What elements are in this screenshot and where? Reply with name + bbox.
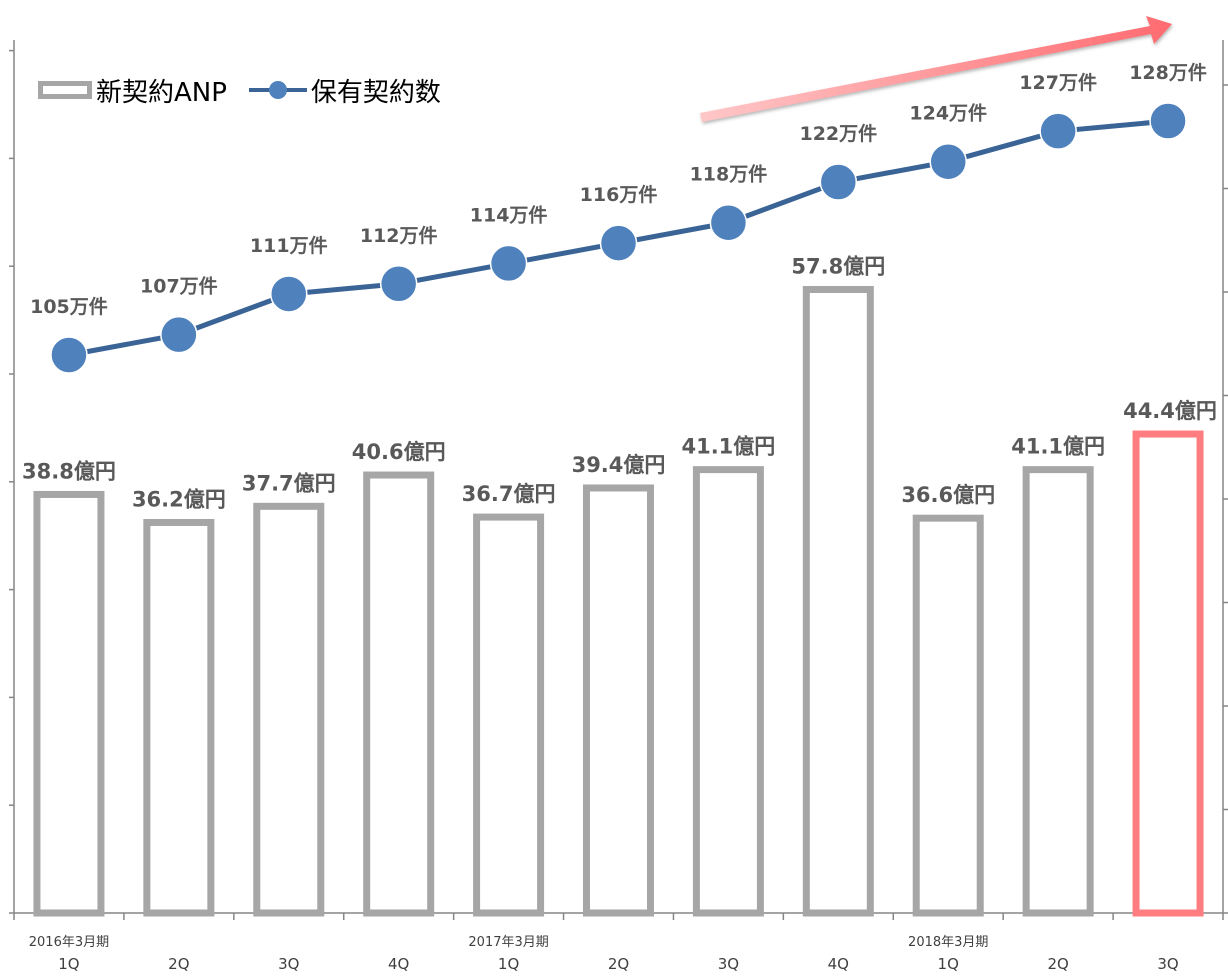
bar [583, 484, 654, 917]
bar-data-label: 44.4億円 [1123, 399, 1217, 423]
legend-line-swatch [248, 80, 307, 100]
bar-data-label: 36.6億円 [901, 483, 995, 507]
category-tick-label: 4Q [388, 955, 409, 973]
policies-point [1149, 102, 1187, 140]
bar-data-label: 40.6億円 [352, 440, 446, 464]
line-data-label: 118万件 [690, 163, 768, 186]
line-data-label: 112万件 [360, 224, 438, 247]
category-tick-label: 3Q [278, 955, 299, 973]
trend-arrow-shape [700, 16, 1172, 122]
bar [253, 502, 325, 917]
policies-point [929, 142, 967, 181]
line-data-label: 105万件 [30, 295, 108, 318]
policies-point [709, 203, 748, 242]
bar [912, 514, 984, 917]
bar-data-label: 36.7億円 [462, 482, 556, 506]
category-tick-label: 1Q [58, 955, 79, 973]
line-data-label: 116万件 [580, 183, 658, 206]
bar-data-label: 38.8億円 [22, 459, 116, 483]
legend-item-new-anp: 新契約ANP [38, 72, 227, 109]
legend-item-policies: 保有契約数 [248, 72, 441, 109]
bar-data-label: 36.2億円 [132, 487, 226, 511]
legend-label-policies: 保有契約数 [310, 77, 441, 108]
category-tick-label: 1Q [498, 955, 519, 973]
bar-data-label: 57.8億円 [791, 254, 885, 278]
category-tick-label: 4Q [828, 955, 849, 973]
policies-point [160, 315, 198, 354]
policies-point [819, 163, 858, 201]
bar [143, 518, 215, 917]
policies-point [489, 244, 528, 283]
line-data-label: 111万件 [250, 234, 328, 257]
bar [363, 471, 435, 917]
legend: 新契約ANP 保有契約数 [38, 70, 463, 110]
bar-data-label: 37.7億円 [242, 471, 336, 495]
category-tick-label: 3Q [1157, 955, 1178, 973]
policies-point [1039, 112, 1077, 150]
line-data-label: 124万件 [909, 102, 987, 125]
legend-bar-swatch [38, 81, 92, 99]
policies-point [270, 275, 308, 313]
category-tick-label: 2Q [1047, 955, 1068, 973]
line-data-label: 127万件 [1019, 71, 1097, 94]
bar [1132, 430, 1204, 917]
period-label: 2017年3月期 [468, 935, 548, 950]
category-tick-label: 2Q [608, 955, 629, 973]
bar-data-label: 39.4億円 [572, 453, 666, 477]
category-tick-label: 3Q [718, 955, 739, 973]
category-tick-label: 2Q [168, 955, 189, 973]
policies-point [379, 265, 418, 303]
line-data-label: 128万件 [1129, 61, 1207, 84]
period-label: 2016年3月期 [29, 935, 109, 950]
bar [692, 466, 764, 917]
policies-point [599, 224, 638, 262]
bar-data-label: 41.1億円 [1011, 435, 1105, 459]
bar [33, 490, 105, 917]
line-data-label: 107万件 [140, 275, 218, 298]
bar-data-label: 41.1億円 [681, 435, 775, 459]
trend-arrow [700, 16, 1172, 122]
legend-label-new-anp: 新契約ANP [96, 77, 227, 108]
line-data-label: 114万件 [470, 203, 548, 226]
bar [802, 285, 874, 917]
bar [473, 513, 545, 917]
category-tick-label: 1Q [938, 955, 959, 973]
bar [1022, 466, 1094, 917]
policies-point [50, 336, 88, 374]
period-label: 2018年3月期 [908, 935, 988, 950]
line-data-label: 122万件 [799, 122, 877, 145]
